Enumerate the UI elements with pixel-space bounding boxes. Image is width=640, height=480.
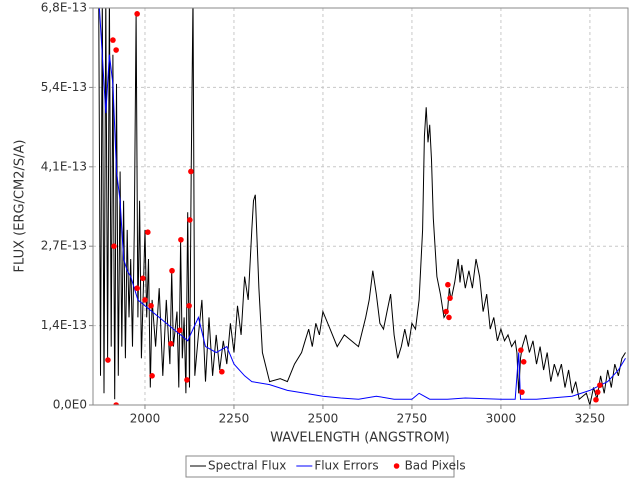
legend-label: Spectral Flux <box>208 459 286 473</box>
y-tick-label: 4,1E-13 <box>41 159 87 173</box>
bad-pixel <box>518 347 524 353</box>
x-tick-label: 2500 <box>308 412 339 426</box>
bad-pixel <box>110 37 116 43</box>
bad-pixel <box>187 217 193 223</box>
bad-pixel <box>447 295 453 301</box>
bad-pixel <box>149 373 155 379</box>
bad-pixel <box>519 389 525 395</box>
bad-pixel <box>134 285 140 292</box>
y-tick-label: 2,7E-13 <box>41 239 87 253</box>
labels: 2000 2250 2500 2750 3000 3250 0,0E0 1,4E-13 2,7E… <box>41 1 605 426</box>
bad-pixel <box>186 302 192 309</box>
bad-pixel <box>169 267 175 274</box>
bad-pixel <box>178 236 184 243</box>
bad-pixel <box>148 302 154 309</box>
bad-pixel <box>594 389 601 395</box>
legend: Spectral Flux Flux Errors Bad Pixels <box>190 459 466 473</box>
x-tick-label: 2000 <box>130 412 161 426</box>
plot-border <box>92 7 629 406</box>
legend-label: Bad Pixels <box>405 459 466 473</box>
x-axis-title: WAVELENGTH (ANGSTROM) <box>270 431 449 446</box>
marks <box>98 8 626 405</box>
bad-pixel <box>113 402 119 405</box>
y-tick-label: 5,4E-13 <box>41 80 87 94</box>
bad-pixel <box>177 327 183 334</box>
y-axis-title: FLUX (ERG/CM2/S/A) <box>13 140 28 273</box>
bad-pixel <box>134 11 140 17</box>
bad-pixel <box>184 377 190 383</box>
bad-pixel <box>145 229 151 235</box>
x-tick-label: 3000 <box>486 412 517 426</box>
bad-pixel <box>140 275 146 282</box>
series-line <box>98 8 626 405</box>
bad-pixel <box>520 358 527 365</box>
bad-pixel <box>188 168 194 175</box>
y-tick-label: 0,0E0 <box>53 398 87 412</box>
x-tick-label: 3250 <box>575 412 606 426</box>
legend-label: Flux Errors <box>314 459 378 473</box>
legend-box <box>185 455 455 478</box>
x-tick-label: 2250 <box>219 412 250 426</box>
x-tick-label: 2750 <box>397 412 428 426</box>
bad-pixel <box>142 297 148 303</box>
y-tick-label: 1,4E-13 <box>41 318 87 332</box>
bad-pixel <box>111 243 117 249</box>
bad-pixel <box>113 47 119 53</box>
bad-pixel <box>168 340 174 347</box>
bad-pixel <box>105 357 111 363</box>
bad-pixel <box>593 396 599 403</box>
legend-swatch <box>393 463 400 469</box>
y-tick-label: 6,8E-13 <box>41 1 87 15</box>
bad-pixel <box>597 382 603 388</box>
bad-pixel <box>443 308 449 315</box>
bad-pixel <box>446 314 452 321</box>
bad-pixel <box>219 368 225 375</box>
series-line <box>98 8 626 400</box>
bad-pixel <box>445 281 451 288</box>
